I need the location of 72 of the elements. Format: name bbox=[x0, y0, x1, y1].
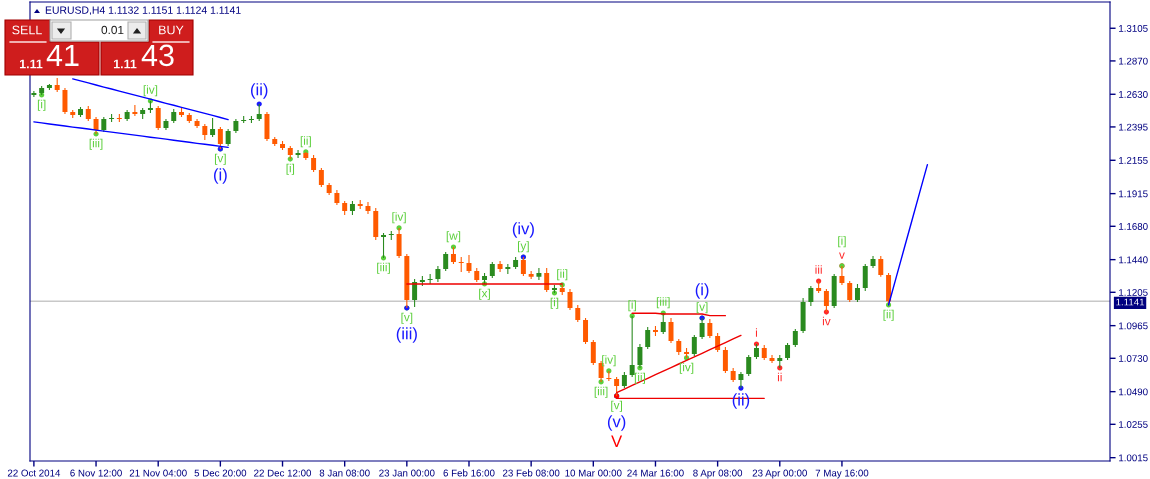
annotation: 43 bbox=[141, 44, 174, 67]
data-label: [i] bbox=[550, 297, 559, 309]
y-tick-label: 1.0490 bbox=[1119, 388, 1148, 396]
annotation: BUY bbox=[159, 25, 184, 35]
annotation: SELL bbox=[12, 25, 42, 35]
data-label: [v] bbox=[214, 153, 226, 165]
x-tick-label: 5 Dec 20:00 bbox=[194, 469, 247, 477]
data-label: [iv] bbox=[143, 85, 158, 97]
annotation: 41 bbox=[46, 44, 79, 66]
y-tick-label: 1.1915 bbox=[1119, 190, 1148, 198]
y-tick-label: 1.0255 bbox=[1119, 421, 1148, 428]
data-label: (v) bbox=[607, 415, 626, 431]
data-label: (i) bbox=[695, 283, 709, 299]
data-label: [ii] bbox=[883, 309, 894, 321]
y-tick-label: 1.0730 bbox=[1119, 355, 1148, 362]
x-tick-label: 22 Dec 12:00 bbox=[254, 469, 312, 477]
x-tick-label: 21 Nov 04:00 bbox=[129, 469, 187, 477]
y-tick-label: 1.2630 bbox=[1119, 91, 1148, 98]
y-tick-label: 1.0015 bbox=[1119, 454, 1148, 462]
x-tick-label: 6 Nov 12:00 bbox=[70, 469, 122, 477]
data-label: [iii] bbox=[377, 262, 390, 274]
data-label: [iv] bbox=[392, 212, 406, 224]
data-label: [iv] bbox=[602, 355, 616, 367]
x-tick-label: 24 Mar 16:00 bbox=[627, 469, 684, 477]
annotation: 1.11 bbox=[113, 59, 137, 69]
data-label: [x] bbox=[479, 288, 490, 300]
data-label: [iii] bbox=[594, 386, 608, 398]
data-label: iv bbox=[822, 316, 831, 326]
data-label: (i) bbox=[213, 168, 227, 184]
chart-title: EURUSD,H4 1.1132 1.1151 1.1124 1.1141 bbox=[45, 6, 241, 16]
data-label: iii bbox=[815, 265, 822, 274]
data-label: [v] bbox=[401, 312, 413, 324]
data-label: [iii] bbox=[89, 138, 103, 150]
data-label: (ii) bbox=[250, 83, 268, 99]
data-label: (iii) bbox=[396, 327, 417, 343]
data-label: [i] bbox=[628, 300, 636, 312]
data-label: [i] bbox=[37, 99, 46, 111]
y-tick-label: 1.1680 bbox=[1119, 223, 1148, 230]
y-tick-label: 1.1205 bbox=[1119, 289, 1148, 296]
annotation: 0.01 bbox=[101, 25, 124, 35]
data-label: [ii] bbox=[300, 136, 311, 148]
y-tick-label: 1.0965 bbox=[1119, 322, 1148, 330]
data-label: [i] bbox=[286, 163, 295, 175]
data-label: [iii] bbox=[656, 297, 670, 309]
data-label: [ii] bbox=[557, 269, 568, 281]
x-tick-label: 7 May 16:00 bbox=[815, 469, 869, 479]
data-label: [v] bbox=[696, 302, 708, 314]
data-label: [i] bbox=[838, 236, 846, 248]
x-tick-label: 6 Feb 16:00 bbox=[443, 469, 495, 477]
data-label: [iv] bbox=[679, 362, 694, 374]
x-tick-label: 10 Mar 00:00 bbox=[565, 469, 622, 477]
data-label: ii bbox=[777, 372, 782, 382]
data-label: [w] bbox=[446, 231, 461, 243]
y-tick-label: 1.2395 bbox=[1119, 123, 1148, 131]
x-tick-label: 8 Jan 08:00 bbox=[319, 469, 370, 477]
data-label: (iv) bbox=[512, 222, 534, 238]
data-label: v bbox=[839, 252, 845, 259]
annotation: 1.11 bbox=[19, 59, 43, 69]
y-tick-label: 1.3105 bbox=[1119, 25, 1148, 32]
x-tick-label: 23 Feb 08:00 bbox=[502, 469, 560, 477]
data-label: [v] bbox=[611, 400, 623, 412]
data-label: V bbox=[611, 435, 623, 447]
ref-line-label: 1.1141 bbox=[1116, 298, 1145, 306]
x-tick-label: 8 Apr 08:00 bbox=[693, 469, 743, 479]
x-tick-label: 22 Oct 2014 bbox=[7, 469, 61, 477]
data-label: [y] bbox=[517, 241, 529, 253]
y-tick-label: 1.2870 bbox=[1119, 57, 1148, 65]
x-tick-label: 23 Jan 00:00 bbox=[379, 469, 435, 477]
data-label: i bbox=[755, 328, 757, 337]
y-tick-label: 1.1440 bbox=[1119, 256, 1148, 264]
x-tick-label: 23 Apr 00:00 bbox=[752, 469, 807, 479]
y-tick-label: 1.2155 bbox=[1119, 157, 1148, 164]
